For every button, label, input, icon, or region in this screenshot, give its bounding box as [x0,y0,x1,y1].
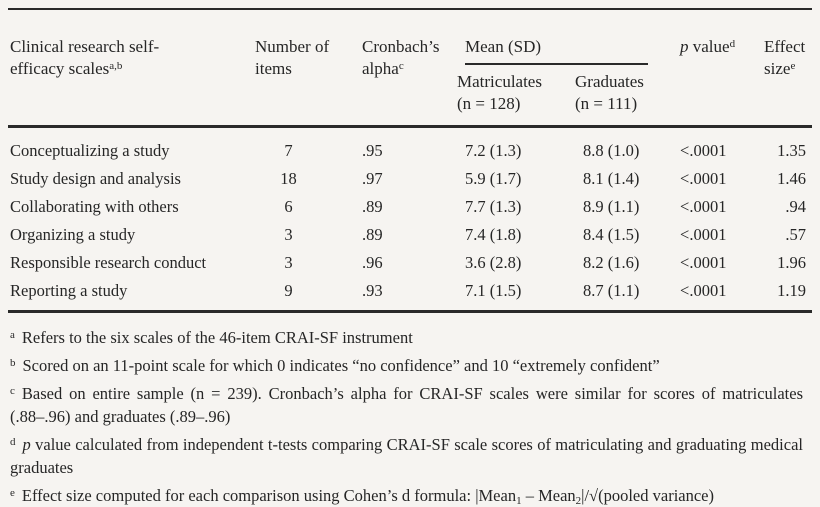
results-table: Clinical research self- efficacy scalesa… [8,8,813,313]
cell-alpha: .89 [362,225,383,244]
col-header-scales-line2: efficacy scales [10,59,110,78]
footnotes: a Refers to the six scales of the 46-item… [8,313,812,507]
table-row: Study design and analysis 18 .97 5.9 (1.… [8,165,812,193]
table-row: Conceptualizing a study 7 .95 7.2 (1.3) … [8,127,812,166]
mean-spanner-rule [465,63,649,65]
cell-graduates: 8.7 (1.1) [583,281,640,300]
cell-matriculates: 7.7 (1.3) [465,197,522,216]
cell-scale: Responsible research conduct [10,253,207,272]
footnote-c-marker: c [10,385,15,398]
footnote-e: e Effect size computed for each compariso… [10,484,803,507]
footnote-c-text: Based on entire sample (n = 239). Cronba… [10,384,803,426]
footnote-b: b Scored on an 11-point scale for which 0… [10,354,803,377]
col-header-p-value: p valued [680,37,736,56]
cell-p-value: <.0001 [680,197,727,216]
col-header-scales-line1: Clinical research self- [10,37,160,56]
footnote-b-marker: b [10,357,16,370]
cell-graduates: 8.1 (1.4) [583,169,640,188]
cell-scale: Reporting a study [10,281,128,300]
cell-alpha: .95 [362,141,383,160]
footnote-e-text-3: |/√(pooled variance) [581,486,714,505]
col-header-scales: Clinical research self- efficacy scalesa… [8,9,253,127]
cell-items: 3 [284,225,293,244]
cell-matriculates: 3.6 (2.8) [465,253,522,272]
cell-effect-size: 1.96 [777,253,807,272]
cell-matriculates: 7.1 (1.5) [465,281,522,300]
table-body: Conceptualizing a study 7 .95 7.2 (1.3) … [8,127,812,312]
col-header-matriculates: Matriculates (n = 128) [457,72,542,113]
cell-matriculates: 7.2 (1.3) [465,141,522,160]
cell-items: 3 [284,253,293,272]
col-header-effect-size: Effect sizee [764,37,806,78]
col-header-items: Number of items [255,37,330,78]
cell-p-value: <.0001 [680,141,727,160]
cell-p-value: <.0001 [680,253,727,272]
cell-alpha: .93 [362,281,383,300]
table-header: Clinical research self- efficacy scalesa… [8,9,813,127]
footnote-d-p: p [22,435,31,454]
cell-effect-size: 1.19 [777,281,807,300]
footnote-ref-d: d [729,38,736,51]
footnote-ref-e: e [790,60,796,73]
footnote-e-text-2: – Mean [521,486,576,505]
cell-items: 9 [284,281,293,300]
mean1-subscript: 1 [516,494,522,507]
cell-alpha: .89 [362,197,383,216]
cell-alpha: .97 [362,169,383,188]
mean2-subscript: 2 [575,494,582,507]
table-row: Reporting a study 9 .93 7.1 (1.5) 8.7 (1… [8,277,812,312]
cell-matriculates: 5.9 (1.7) [465,169,522,188]
footnote-a: a Refers to the six scales of the 46-item… [10,326,803,349]
table-row: Organizing a study 3 .89 7.4 (1.8) 8.4 (… [8,221,812,249]
footnote-e-text-1: Effect size computed for each comparison… [21,486,517,505]
footnote-d-marker: d [10,436,16,449]
table-row: Responsible research conduct 3 .96 3.6 (… [8,249,812,277]
cell-graduates: 8.9 (1.1) [583,197,640,216]
mean-sd-label: Mean (SD) [465,37,542,56]
cell-alpha: .96 [362,253,383,272]
footnote-a-text: Refers to the six scales of the 46-item … [21,328,413,347]
cell-graduates: 8.2 (1.6) [583,253,640,272]
cell-p-value: <.0001 [680,225,727,244]
footnote-c: c Based on entire sample (n = 239). Cronb… [10,382,803,428]
footnote-d-text: value calculated from independent t-test… [10,435,803,477]
cell-matriculates: 7.4 (1.8) [465,225,522,244]
cell-scale: Organizing a study [10,225,136,244]
cell-scale: Conceptualizing a study [10,141,170,160]
cell-scale: Study design and analysis [10,169,181,188]
cell-effect-size: .57 [785,225,807,244]
cell-items: 18 [280,169,297,188]
cell-graduates: 8.8 (1.0) [583,141,640,160]
cell-effect-size: 1.46 [777,169,807,188]
cell-effect-size: 1.35 [777,141,807,160]
footnote-b-text: Scored on an 11-point scale for which 0 … [22,356,660,375]
footnote-ref-c: c [398,60,404,73]
col-header-mean-group: Mean (SD) [457,9,672,65]
cell-p-value: <.0001 [680,169,727,188]
footnote-a-marker: a [10,329,15,342]
table-row: Collaborating with others 6 .89 7.7 (1.3… [8,193,812,221]
cell-effect-size: .94 [785,197,807,216]
footnote-ref-ab: a,b [109,60,123,73]
cell-scale: Collaborating with others [10,197,179,216]
cell-p-value: <.0001 [680,281,727,300]
footnote-e-marker: e [10,487,15,500]
col-header-graduates: Graduates (n = 111) [575,72,644,113]
cell-graduates: 8.4 (1.5) [583,225,640,244]
cell-items: 7 [284,141,293,160]
cell-items: 6 [284,197,293,216]
col-header-alpha: Cronbach’s alphac [362,37,440,78]
